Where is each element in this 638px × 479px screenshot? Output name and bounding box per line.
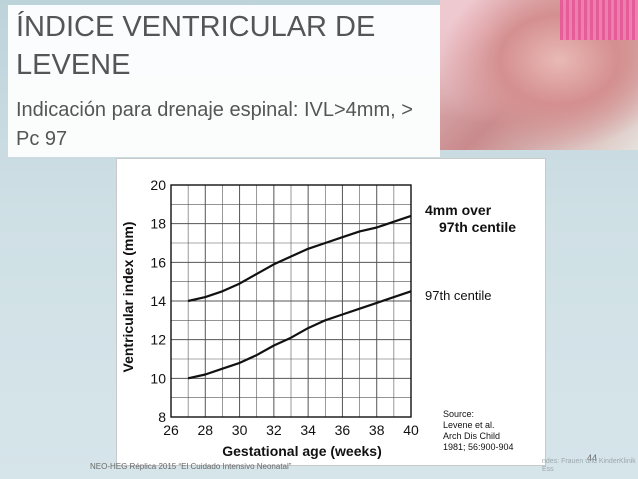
slide-title: ÍNDICE VENTRICULAR DE LEVENE bbox=[16, 11, 376, 81]
series-line-97th-centile bbox=[187, 290, 412, 380]
x-tick-label: 32 bbox=[266, 422, 282, 438]
x-axis-label: Gestational age (weeks) bbox=[222, 443, 382, 459]
y-tick-label: 18 bbox=[150, 216, 166, 232]
chart-series bbox=[187, 214, 412, 380]
y-tick-label: 14 bbox=[150, 293, 166, 309]
x-tick-label: 30 bbox=[232, 422, 248, 438]
lower-series-label: 97th centile bbox=[425, 288, 492, 303]
y-tick-label: 16 bbox=[150, 254, 166, 270]
photo-watermark: ndes: Frauen und KinderKlinik Ess bbox=[542, 458, 636, 473]
chart-grid bbox=[170, 184, 412, 418]
y-tick-label: 20 bbox=[150, 177, 166, 193]
source-line-1: Source: bbox=[443, 409, 474, 419]
chart-panel: 26 28 30 32 34 36 38 40 8 10 12 14 16 18 20 Gestationa… bbox=[116, 158, 546, 466]
x-tick-label: 26 bbox=[163, 422, 179, 438]
upper-series-label-line2: 97th centile bbox=[439, 219, 516, 235]
page-number: 44 bbox=[587, 453, 598, 463]
slide-footer: NEO-HEG Réplica 2015 “El Cuidado Intensi… bbox=[90, 462, 292, 471]
y-tick-label: 12 bbox=[150, 332, 166, 348]
x-tick-label: 36 bbox=[335, 422, 351, 438]
source-line-3: Arch Dis Child bbox=[443, 431, 500, 441]
upper-series-label-line1: 4mm over bbox=[425, 202, 492, 218]
source-line-2: Levene et al. bbox=[443, 420, 495, 430]
x-tick-label: 40 bbox=[403, 422, 419, 438]
ventricular-index-chart: 26 28 30 32 34 36 38 40 8 10 12 14 16 18 20 Gestationa… bbox=[120, 177, 516, 459]
series-line-4mm-over-97th bbox=[187, 214, 412, 303]
y-tick-label: 10 bbox=[150, 370, 166, 386]
slide-subtitle: Indicación para drenaje espinal: IVL>4mm… bbox=[16, 99, 413, 150]
y-tick-label: 8 bbox=[158, 409, 166, 425]
x-tick-label: 38 bbox=[369, 422, 385, 438]
x-tick-label: 34 bbox=[300, 422, 316, 438]
photo-pink-blanket bbox=[560, 0, 638, 40]
y-axis-label: Ventricular index (mm) bbox=[120, 222, 136, 373]
title-box bbox=[8, 5, 440, 157]
x-tick-label: 28 bbox=[197, 422, 213, 438]
chart-axes: 26 28 30 32 34 36 38 40 8 10 12 14 16 18 20 bbox=[150, 177, 419, 438]
plot-frame bbox=[170, 184, 412, 418]
source-line-4: 1981; 56:900-904 bbox=[443, 442, 514, 452]
